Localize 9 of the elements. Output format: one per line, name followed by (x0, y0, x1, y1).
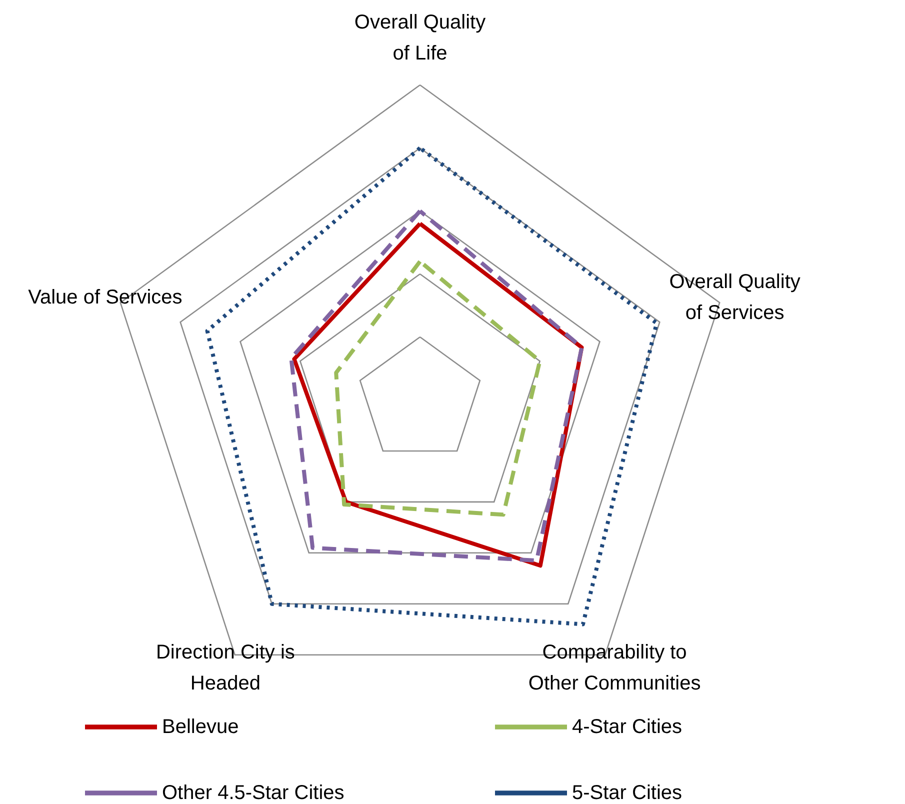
spoke-label: Direction City is Headed (156, 641, 295, 694)
legend-label: Bellevue (162, 716, 239, 738)
spoke-label: Overall Quality of Life (354, 12, 486, 64)
legend-label: Other 4.5-Star Cities (162, 782, 344, 804)
spoke-label: Comparability to Other Communities (528, 641, 701, 694)
spoke-label: Value of Services (28, 286, 182, 309)
legend-label: 5-Star Cities (572, 782, 682, 804)
spoke-label: Overall Quality of Services (669, 271, 800, 324)
legend-label: 4-Star Cities (572, 716, 682, 738)
